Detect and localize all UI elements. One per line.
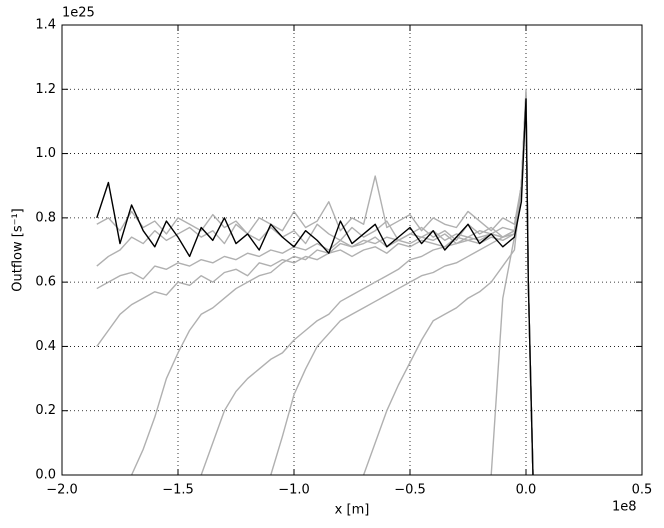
- series-line: [130, 95, 534, 476]
- y-tick-label: 0.6: [35, 275, 56, 290]
- y-tick-label: 0.8: [35, 210, 56, 225]
- plot-frame: [61, 24, 643, 476]
- y-tick-label: 0.4: [35, 339, 56, 354]
- y-axis-label: Outflow [s⁻¹]: [11, 208, 26, 291]
- y-tick-label: 1.2: [35, 82, 56, 97]
- y-tick-label: 1.0: [35, 146, 56, 161]
- series-line: [96, 95, 534, 476]
- series-line: [200, 95, 534, 476]
- x-axis-label: x [m]: [335, 503, 370, 518]
- x-tick-label: 0.5: [632, 483, 653, 498]
- series-line: [96, 98, 534, 476]
- x-tick-label: 0.0: [516, 483, 537, 498]
- x-tick-label: −0.5: [394, 483, 426, 498]
- x-tick-label: −2.0: [46, 483, 78, 498]
- series-line: [96, 95, 534, 476]
- y-offset-label: 1e25: [62, 6, 95, 21]
- series-line: [96, 88, 534, 476]
- y-tick-label: 1.4: [35, 18, 56, 33]
- x-tick-label: −1.0: [278, 483, 310, 498]
- y-tick-label: 0.2: [35, 403, 56, 418]
- series-line: [362, 95, 534, 476]
- y-tick-label: 0.0: [35, 468, 56, 483]
- x-tick-label: −1.5: [162, 483, 194, 498]
- series-line: [270, 95, 534, 476]
- series-line: [96, 91, 534, 476]
- x-offset-label: 1e8: [612, 500, 637, 515]
